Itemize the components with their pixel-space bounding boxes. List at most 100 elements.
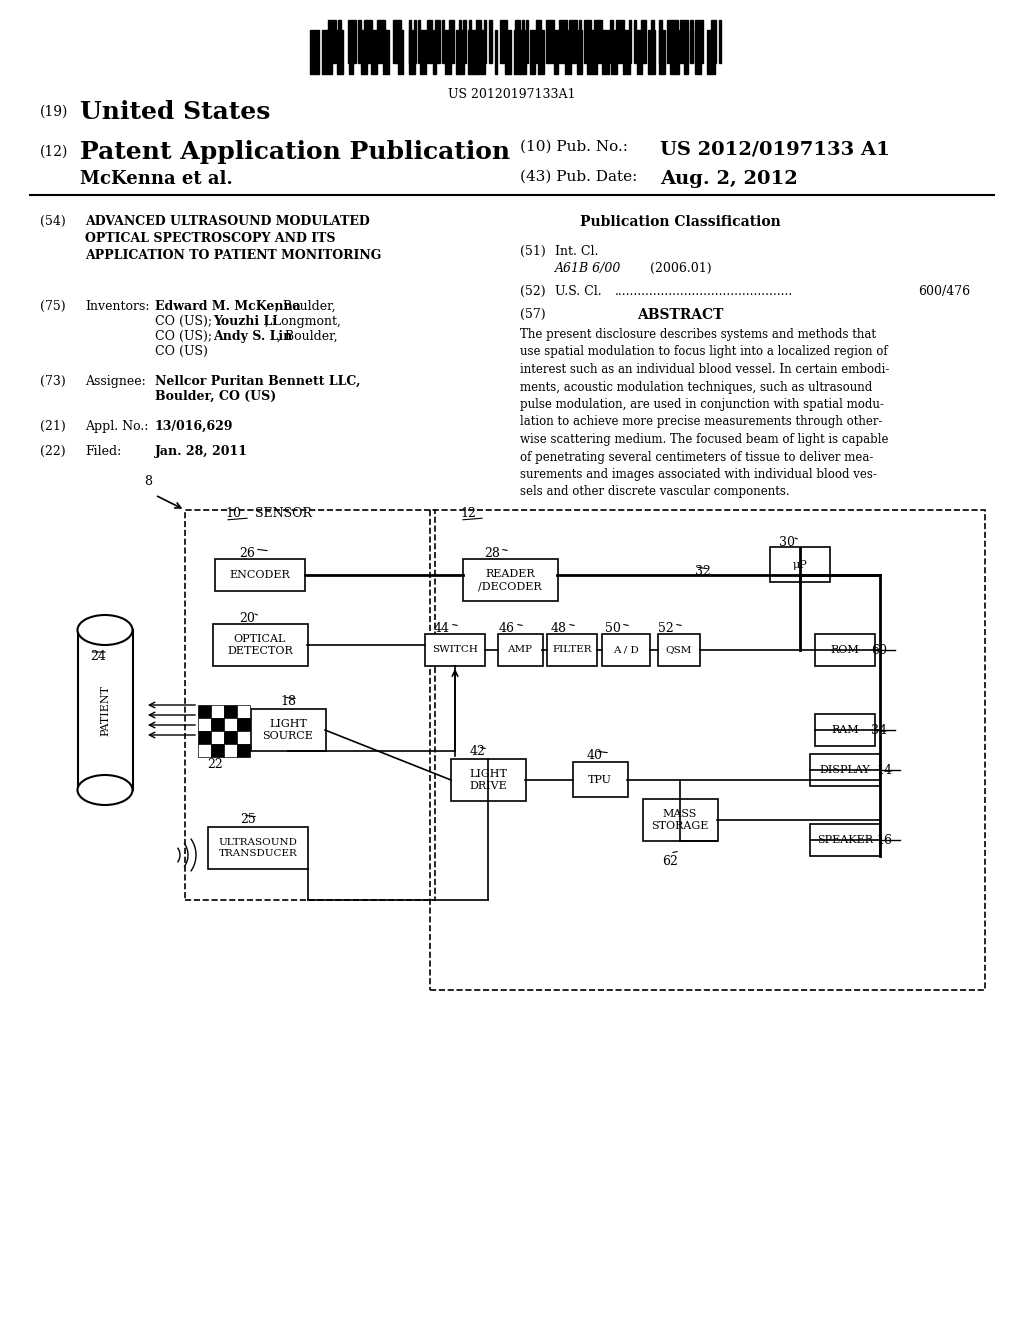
Bar — [478, 30, 485, 74]
Bar — [488, 20, 492, 63]
Bar — [409, 20, 411, 63]
Text: U.S. Cl.: U.S. Cl. — [555, 285, 602, 298]
Bar — [469, 20, 471, 63]
Text: (2006.01): (2006.01) — [650, 261, 712, 275]
Text: PATIENT: PATIENT — [100, 685, 110, 735]
Bar — [522, 20, 524, 63]
Bar — [526, 20, 528, 63]
Bar — [530, 30, 536, 74]
Text: (19): (19) — [40, 106, 69, 119]
Text: ADVANCED ULTRASOUND MODULATED
OPTICAL SPECTROSCOPY AND ITS
APPLICATION TO PATIEN: ADVANCED ULTRASOUND MODULATED OPTICAL SP… — [85, 215, 381, 261]
Bar — [198, 731, 211, 744]
Bar — [435, 20, 440, 63]
Text: ..............................................: ........................................… — [615, 285, 794, 298]
Text: Youzhi Li: Youzhi Li — [213, 315, 278, 327]
Bar — [629, 20, 631, 63]
Bar — [393, 20, 400, 63]
Text: 28: 28 — [484, 546, 500, 560]
Bar — [514, 30, 519, 74]
Bar — [327, 30, 333, 74]
Bar — [495, 30, 498, 74]
Bar — [198, 744, 211, 756]
Bar — [815, 714, 874, 746]
Text: 10: 10 — [225, 507, 241, 520]
Text: CO (US);: CO (US); — [155, 315, 212, 327]
Bar — [211, 705, 224, 718]
Bar — [224, 744, 237, 756]
Bar — [337, 30, 343, 74]
Text: ROM: ROM — [830, 645, 859, 655]
Text: 52: 52 — [658, 622, 674, 635]
Text: 26: 26 — [240, 546, 255, 560]
Bar — [594, 20, 602, 63]
Text: 60: 60 — [871, 644, 887, 656]
Bar — [623, 30, 628, 74]
Text: , Boulder,: , Boulder, — [275, 300, 336, 313]
Bar — [410, 30, 415, 74]
Text: ENCODER: ENCODER — [229, 570, 291, 579]
Bar — [211, 718, 224, 731]
Text: 12: 12 — [460, 507, 476, 520]
Text: SPEAKER: SPEAKER — [817, 836, 873, 845]
Bar — [684, 30, 688, 74]
Bar — [348, 20, 356, 63]
Bar — [649, 30, 654, 74]
Bar — [537, 20, 541, 63]
Text: 50: 50 — [605, 622, 621, 635]
Text: 40: 40 — [587, 748, 603, 762]
Bar — [420, 30, 426, 74]
Bar — [213, 624, 308, 667]
Bar — [671, 30, 674, 74]
Bar — [671, 20, 678, 63]
Bar — [711, 20, 716, 63]
Bar — [414, 20, 416, 63]
Bar — [616, 20, 624, 63]
Bar — [208, 828, 308, 869]
Text: CO (US): CO (US) — [155, 345, 208, 358]
Text: Publication Classification: Publication Classification — [580, 215, 780, 228]
Text: AMP: AMP — [508, 645, 532, 655]
Text: 32: 32 — [695, 565, 711, 578]
Bar — [611, 30, 616, 74]
Bar — [386, 30, 388, 74]
Bar — [237, 718, 250, 731]
Text: Jan. 28, 2011: Jan. 28, 2011 — [155, 445, 248, 458]
Bar — [365, 20, 372, 63]
Bar — [251, 709, 326, 751]
Bar — [815, 634, 874, 667]
Bar — [418, 20, 420, 63]
Text: Nellcor Puritan Bennett LLC,: Nellcor Puritan Bennett LLC, — [155, 375, 360, 388]
Bar — [680, 20, 688, 63]
Text: SWITCH: SWITCH — [432, 645, 478, 655]
Text: 16: 16 — [876, 833, 892, 846]
Text: Andy S. Lin: Andy S. Lin — [213, 330, 292, 343]
Bar — [198, 718, 211, 731]
Bar — [338, 20, 341, 63]
Bar — [637, 30, 642, 74]
Bar — [498, 634, 543, 667]
Bar — [358, 20, 361, 63]
Text: (73): (73) — [40, 375, 66, 388]
Text: Int. Cl.: Int. Cl. — [555, 246, 598, 257]
Bar — [349, 30, 353, 74]
Text: Edward M. McKenna: Edward M. McKenna — [155, 300, 301, 313]
Text: LIGHT
SOURCE: LIGHT SOURCE — [262, 719, 313, 742]
Text: READER
/DECODER: READER /DECODER — [478, 569, 542, 591]
Bar — [578, 30, 582, 74]
Bar — [315, 30, 318, 74]
Text: SENSOR: SENSOR — [255, 507, 312, 520]
Bar — [78, 630, 133, 789]
Bar — [450, 20, 454, 63]
Text: 42: 42 — [470, 744, 486, 758]
Text: Inventors:: Inventors: — [85, 300, 150, 313]
Text: 34: 34 — [871, 723, 887, 737]
Bar — [373, 30, 377, 74]
Bar — [587, 30, 592, 74]
Text: TPU: TPU — [588, 775, 612, 785]
Bar — [427, 20, 432, 63]
Text: (10) Pub. No.:: (10) Pub. No.: — [520, 140, 628, 154]
Bar — [451, 759, 526, 801]
Text: LIGHT
DRIVE: LIGHT DRIVE — [469, 768, 507, 791]
Text: 13/016,629: 13/016,629 — [155, 420, 233, 433]
Bar — [310, 30, 315, 74]
